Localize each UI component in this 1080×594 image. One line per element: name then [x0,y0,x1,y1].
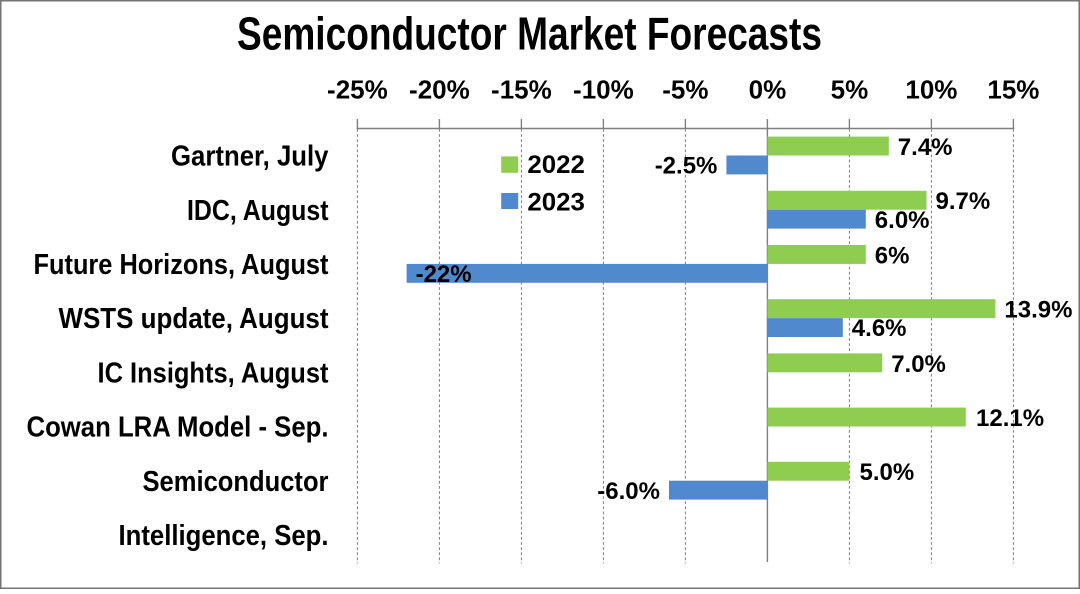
svg-text:10%: 10% [905,75,957,105]
svg-text:-5%: -5% [662,75,708,105]
svg-text:2022: 2022 [527,151,585,179]
svg-text:WSTS update, August: WSTS update, August [59,303,329,335]
svg-text:Semiconductor: Semiconductor [143,466,329,498]
svg-text:2023: 2023 [527,188,585,216]
svg-text:4.6%: 4.6% [852,315,907,342]
svg-text:7.0%: 7.0% [891,351,946,378]
svg-text:-15%: -15% [491,75,552,105]
svg-text:6.0%: 6.0% [875,207,930,234]
svg-text:5%: 5% [831,75,869,105]
svg-text:9.7%: 9.7% [936,188,991,215]
svg-text:0%: 0% [749,75,787,105]
svg-text:-2.5%: -2.5% [655,153,718,180]
svg-text:Gartner, July: Gartner, July [171,141,329,173]
svg-text:-22%: -22% [416,261,472,288]
svg-text:5.0%: 5.0% [860,459,915,486]
svg-text:7.4%: 7.4% [898,134,953,161]
svg-text:-20%: -20% [409,75,470,105]
svg-text:IC Insights, August: IC Insights, August [98,357,329,389]
svg-text:Semiconductor Market Forecasts: Semiconductor Market Forecasts [237,7,822,59]
svg-text:-6.0%: -6.0% [597,478,660,505]
svg-text:Future Horizons, August: Future Horizons, August [34,249,329,281]
svg-text:Cowan LRA Model - Sep.: Cowan LRA Model - Sep. [27,412,329,444]
svg-text:15%: 15% [987,75,1039,105]
svg-text:6%: 6% [875,242,910,269]
svg-text:13.9%: 13.9% [1004,297,1072,324]
svg-text:-25%: -25% [327,75,388,105]
svg-text:12.1%: 12.1% [976,405,1044,432]
svg-text:Intelligence, Sep.: Intelligence, Sep. [119,520,329,552]
svg-text:IDC, August: IDC, August [187,195,329,227]
svg-text:-10%: -10% [573,75,634,105]
